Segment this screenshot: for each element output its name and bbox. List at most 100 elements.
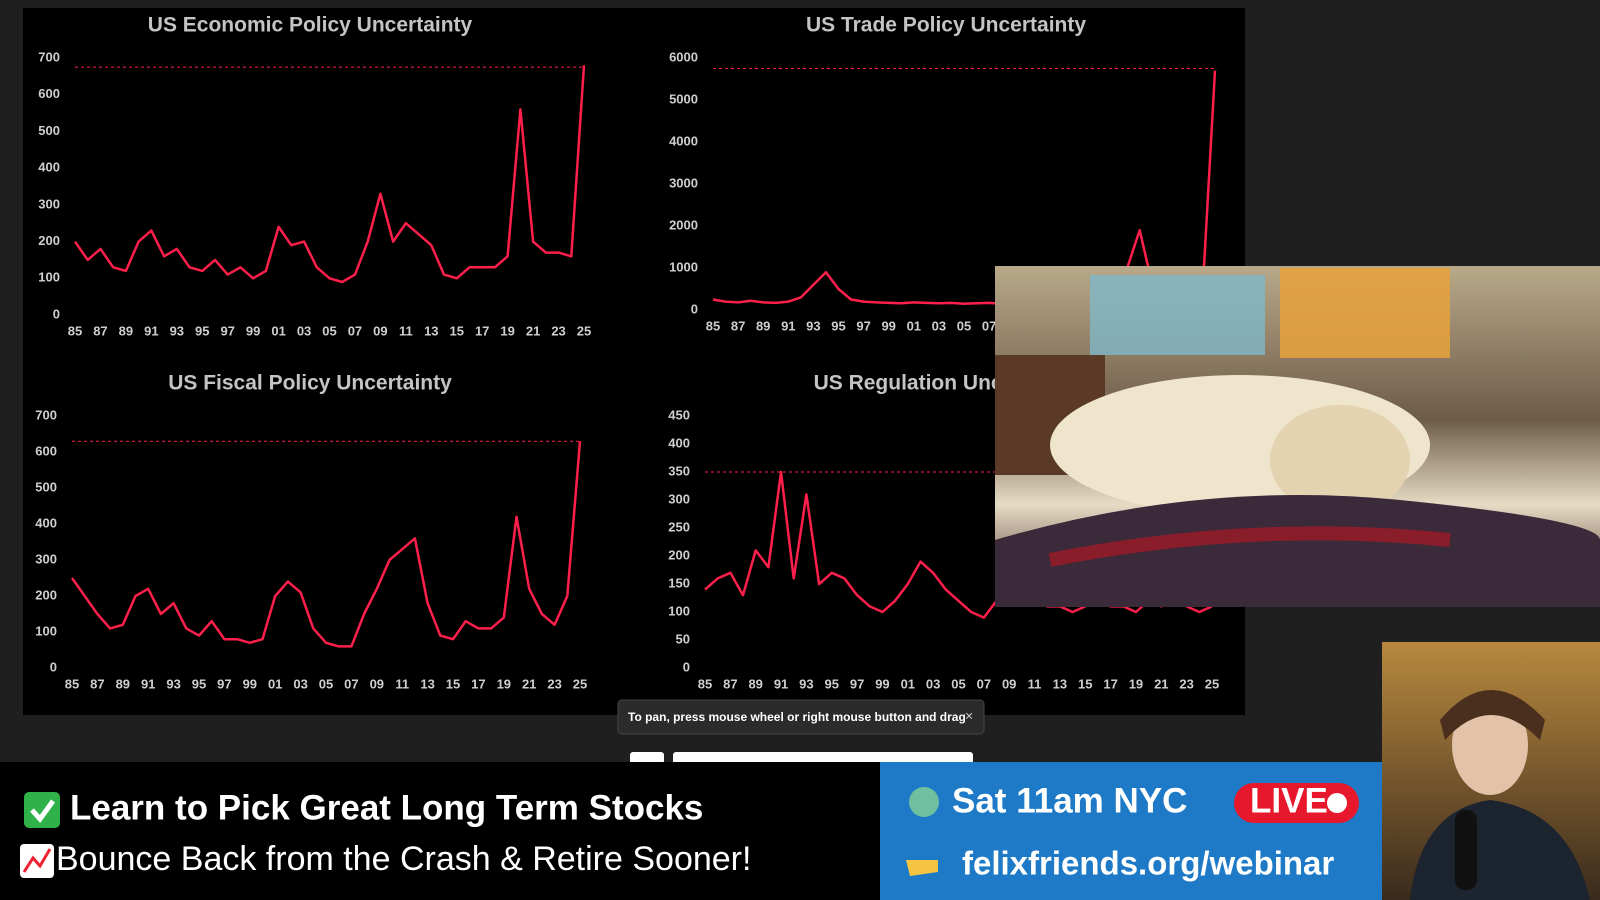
x-tick-label: 13	[1053, 676, 1067, 691]
x-tick-label: 93	[806, 318, 820, 333]
y-tick-label: 350	[668, 463, 690, 478]
x-tick-label: 07	[344, 676, 358, 691]
y-tick-label: 400	[38, 160, 60, 175]
x-tick-label: 23	[551, 323, 565, 338]
x-tick-label: 15	[450, 323, 464, 338]
y-tick-label: 700	[35, 407, 57, 422]
x-tick-label: 99	[246, 323, 260, 338]
x-tick-label: 17	[475, 323, 489, 338]
y-tick-label: 150	[668, 575, 690, 590]
x-tick-label: 05	[951, 676, 965, 691]
tooltip-text: To pan, press mouse wheel or right mouse…	[628, 710, 966, 724]
x-tick-label: 89	[116, 676, 130, 691]
x-tick-label: 93	[166, 676, 180, 691]
y-tick-label: 300	[668, 491, 690, 506]
chart-title: US Trade Policy Uncertainty	[806, 14, 1086, 37]
x-tick-label: 25	[1205, 676, 1219, 691]
tooltip-close[interactable]: ×	[965, 708, 973, 724]
x-tick-label: 89	[119, 323, 133, 338]
series-line	[712, 70, 1217, 307]
banner-line2: Bounce Back from the Crash & Retire Soon…	[56, 840, 751, 878]
x-tick-label: 87	[723, 676, 737, 691]
x-tick-label: 25	[573, 676, 587, 691]
y-tick-label: 400	[35, 515, 57, 530]
y-tick-label: 100	[668, 603, 690, 618]
x-tick-label: 89	[756, 318, 770, 333]
x-tick-label: 09	[1002, 676, 1016, 691]
y-tick-label: 2000	[669, 217, 698, 232]
x-tick-label: 95	[192, 676, 206, 691]
x-tick-label: 97	[220, 323, 234, 338]
x-tick-label: 25	[577, 323, 591, 338]
chart-title: US Economic Policy Uncertainty	[148, 14, 473, 37]
y-tick-label: 500	[38, 123, 60, 138]
x-tick-label: 13	[420, 676, 434, 691]
x-tick-label: 95	[825, 676, 839, 691]
y-tick-label: 400	[668, 435, 690, 450]
x-tick-label: 97	[856, 318, 870, 333]
x-tick-label: 85	[698, 676, 712, 691]
live-badge	[1234, 783, 1359, 823]
x-tick-label: 07	[977, 676, 991, 691]
y-tick-label: 6000	[669, 49, 698, 64]
x-tick-label: 95	[831, 318, 845, 333]
y-tick-label: 450	[668, 407, 690, 422]
x-tick-label: 91	[141, 676, 155, 691]
x-tick-label: 21	[1154, 676, 1168, 691]
chart-title: US Fiscal Policy Uncertainty	[168, 372, 452, 395]
x-tick-label: 87	[93, 323, 107, 338]
x-tick-label: 15	[1078, 676, 1092, 691]
x-tick-label: 21	[526, 323, 540, 338]
y-tick-label: 1000	[669, 259, 698, 274]
x-tick-label: 85	[65, 676, 79, 691]
x-tick-label: 19	[1129, 676, 1143, 691]
video-overlay	[995, 266, 1600, 607]
x-tick-label: 85	[706, 318, 720, 333]
x-tick-label: 13	[424, 323, 438, 338]
live-text: LIVE	[1250, 781, 1328, 820]
y-tick-label: 200	[35, 587, 57, 602]
x-tick-label: 19	[500, 323, 514, 338]
x-tick-label: 09	[373, 323, 387, 338]
x-tick-label: 19	[497, 676, 511, 691]
banner-url[interactable]: felixfriends.org/webinar	[962, 845, 1334, 882]
x-tick-label: 87	[90, 676, 104, 691]
x-tick-label: 23	[547, 676, 561, 691]
y-tick-label: 250	[668, 519, 690, 534]
x-tick-label: 23	[1179, 676, 1193, 691]
y-tick-label: 200	[668, 547, 690, 562]
x-tick-label: 01	[268, 676, 282, 691]
banner-schedule: Sat 11am NYC	[952, 781, 1187, 820]
x-tick-label: 01	[907, 318, 921, 333]
x-tick-label: 91	[774, 676, 788, 691]
x-tick-label: 95	[195, 323, 209, 338]
webcam	[1382, 642, 1600, 900]
x-tick-label: 91	[781, 318, 795, 333]
series-line	[70, 441, 582, 648]
x-tick-label: 05	[322, 323, 336, 338]
x-tick-label: 09	[370, 676, 384, 691]
x-tick-label: 93	[170, 323, 184, 338]
x-tick-label: 97	[850, 676, 864, 691]
x-tick-label: 11	[399, 323, 413, 338]
y-tick-label: 5000	[669, 91, 698, 106]
x-tick-label: 99	[881, 318, 895, 333]
series-line	[704, 470, 1213, 619]
x-tick-label: 03	[932, 318, 946, 333]
y-tick-label: 0	[691, 301, 698, 316]
x-tick-label: 03	[297, 323, 311, 338]
y-tick-label: 0	[50, 659, 57, 674]
y-tick-label: 600	[35, 443, 57, 458]
x-tick-label: 21	[522, 676, 536, 691]
x-tick-label: 93	[799, 676, 813, 691]
y-tick-label: 600	[38, 86, 60, 101]
x-tick-label: 03	[293, 676, 307, 691]
y-tick-label: 500	[35, 479, 57, 494]
x-tick-label: 85	[68, 323, 82, 338]
banner-line1: Learn to Pick Great Long Term Stocks	[70, 788, 703, 827]
x-tick-label: 99	[243, 676, 257, 691]
x-tick-label: 03	[926, 676, 940, 691]
y-tick-label: 100	[35, 623, 57, 638]
